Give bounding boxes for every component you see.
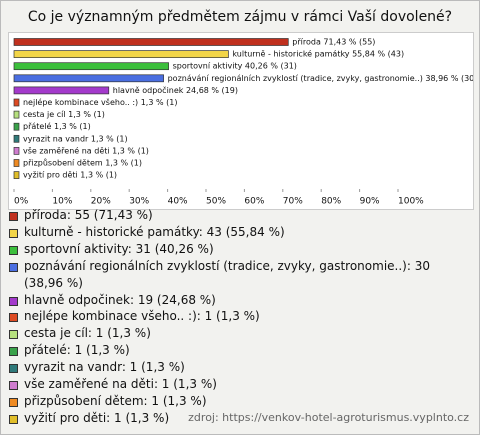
- x-tick-label: 10%: [52, 197, 72, 207]
- legend-swatch: [9, 414, 18, 424]
- legend-swatch: [9, 212, 18, 221]
- legend-label: příroda: 55 (71,43 %): [24, 208, 153, 222]
- legend-swatch: [9, 381, 18, 391]
- data-label: přizpůsobení dětem 1,3 % (1): [23, 158, 142, 168]
- x-tick-label: 50%: [206, 197, 226, 207]
- data-label: sportovní aktivity 40,26 % (31): [173, 62, 297, 71]
- legend-swatch: [9, 262, 18, 272]
- bar: [13, 98, 20, 107]
- data-label: poznávání regionálních zvyklostí (tradic…: [168, 74, 473, 83]
- legend-label: vyrazit na vandr: 1 (1,3 %): [24, 360, 185, 375]
- legend-label: poznávání regionálních zvyklostí (tradic…: [24, 258, 430, 290]
- legend-item: příroda: 55 (71,43 %): [9, 207, 471, 224]
- data-label: kulturně - historické památky 55,84 % (4…: [232, 49, 404, 59]
- legend-label: přizpůsobení dětem: 1 (1,3 %): [24, 393, 207, 408]
- data-label: vyrazit na vandr 1,3 % (1): [23, 134, 128, 143]
- bar: [13, 38, 289, 46]
- data-label: vyžití pro děti 1,3 % (1): [23, 171, 117, 180]
- legend: příroda: 55 (71,43 %) kulturně - historic…: [9, 207, 471, 427]
- bar: [13, 110, 20, 119]
- x-tick-label: 90%: [360, 197, 380, 207]
- legend-swatch: [9, 313, 18, 323]
- bar: [13, 122, 20, 131]
- bar: [13, 50, 229, 58]
- bar: [13, 86, 110, 95]
- x-tick-label: 80%: [321, 197, 341, 207]
- legend-swatch: [9, 397, 18, 407]
- bar: [13, 62, 169, 71]
- legend-label: sportovní aktivity: 31 (40,26 %): [24, 241, 214, 256]
- legend-swatch: [9, 228, 18, 238]
- x-tick-label: 30%: [129, 197, 149, 207]
- legend-item: přátelé: 1 (1,3 %): [9, 342, 471, 359]
- legend-label: nejlépe kombinace všeho.. :): 1 (1,3 %): [24, 309, 260, 324]
- bar: [13, 134, 20, 143]
- x-tick-label: 0%: [14, 197, 29, 207]
- bar: [13, 147, 20, 155]
- chart-title: Co je významným předmětem zájmu v rámci …: [27, 9, 453, 25]
- bar: [13, 171, 20, 179]
- x-tick-label: 40%: [168, 197, 188, 207]
- data-label: hlavně odpočinek 24,68 % (19): [113, 85, 238, 95]
- legend-item: nejlépe kombinace všeho.. :): 1 (1,3 %): [9, 308, 471, 325]
- legend-swatch: [9, 330, 18, 340]
- x-tick-label: 100%: [398, 197, 424, 207]
- legend-item: sportovní aktivity: 31 (40,26 %): [9, 241, 471, 258]
- legend-label: kulturně - historické památky: 43 (55,84…: [24, 224, 285, 239]
- data-label: příroda 71,43 % (55): [292, 38, 375, 47]
- legend-swatch: [9, 245, 18, 255]
- plot-area: 0% 10% 20% 30% 40% 50% 60% 70% 80% 90% 100% příroda…: [8, 32, 474, 210]
- legend-label: cesta je cíl: 1 (1,3 %): [24, 326, 151, 341]
- legend-label: hlavně odpočinek: 19 (24,68 %): [24, 292, 216, 307]
- legend-swatch: [9, 296, 18, 306]
- data-label: vše zaměřené na děti 1,3 % (1): [23, 145, 149, 155]
- data-label: nejlépe kombinace všeho.. :) 1,3 % (1): [23, 97, 177, 107]
- bar: [13, 159, 20, 167]
- legend-item: vyžití pro děti: 1 (1,3 %): [9, 410, 471, 427]
- data-label: přátelé 1,3 % (1): [23, 121, 91, 131]
- legend-item: cesta je cíl: 1 (1,3 %): [9, 325, 471, 342]
- legend-swatch: [9, 364, 18, 374]
- legend-label: vyžití pro děti: 1 (1,3 %): [24, 410, 170, 425]
- data-label: cesta je cíl 1,3 % (1): [23, 110, 105, 119]
- legend-item: hlavně odpočinek: 19 (24,68 %): [9, 292, 471, 309]
- chart: 0% 10% 20% 30% 40% 50% 60% 70% 80% 90% 100% příroda…: [13, 38, 473, 207]
- x-tick-label: 70%: [283, 197, 303, 207]
- footer: zdroj: https://venkov-hotel-agroturismus…: [188, 411, 469, 424]
- legend-item: přizpůsobení dětem: 1 (1,3 %): [9, 393, 471, 410]
- bar: [13, 74, 164, 83]
- x-tick-label: 20%: [91, 197, 111, 207]
- legend-label: přátelé: 1 (1,3 %): [24, 343, 130, 358]
- legend-item: vše zaměřené na děti: 1 (1,3 %): [9, 376, 471, 393]
- legend-swatch: [9, 347, 18, 357]
- legend-item: poznávání regionálních zvyklostí (tradic…: [9, 258, 471, 292]
- legend-item: kulturně - historické památky: 43 (55,84…: [9, 224, 471, 241]
- legend-label: vše zaměřené na děti: 1 (1,3 %): [24, 377, 217, 392]
- legend-item: vyrazit na vandr: 1 (1,3 %): [9, 359, 471, 376]
- x-tick-label: 60%: [244, 197, 264, 207]
